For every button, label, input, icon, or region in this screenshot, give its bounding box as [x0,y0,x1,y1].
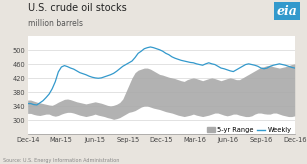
Text: Source: U.S. Energy Information Administration: Source: U.S. Energy Information Administ… [3,158,119,163]
Text: eia: eia [277,5,298,18]
Text: U.S. crude oil stocks: U.S. crude oil stocks [28,3,126,13]
Legend: 5-yr Range, Weekly: 5-yr Range, Weekly [207,127,291,133]
Text: million barrels: million barrels [28,19,83,28]
